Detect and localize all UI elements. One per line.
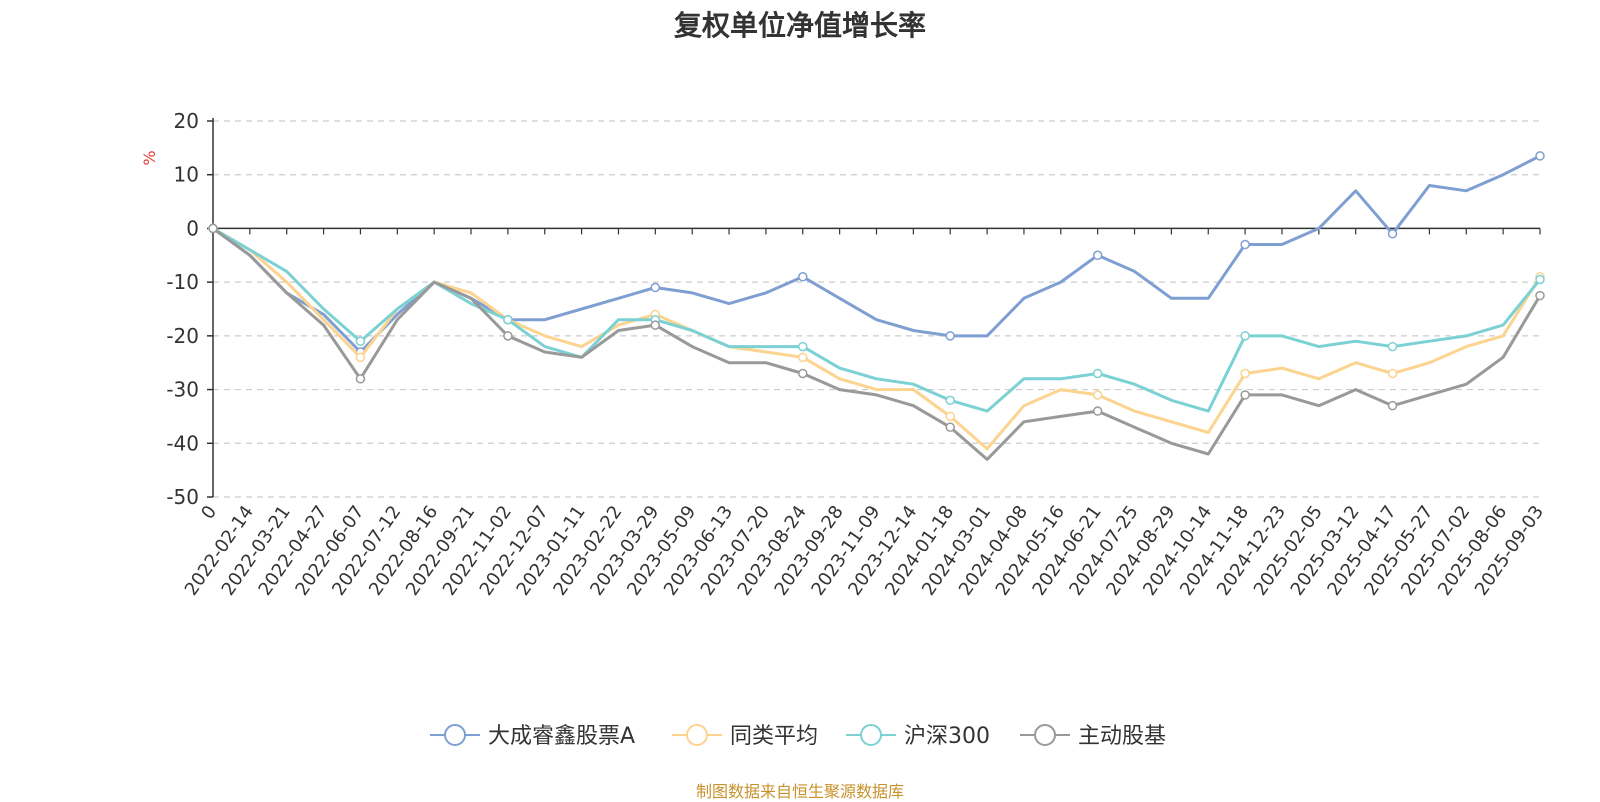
data-point bbox=[1240, 239, 1250, 250]
axis-layer: 20100-10-20-30-40-5002022-02-142022-03-2… bbox=[166, 109, 1548, 600]
legend-item[interactable]: 大成睿鑫股票A bbox=[430, 724, 635, 749]
legend-label: 大成睿鑫股票A bbox=[488, 724, 635, 749]
data-point bbox=[1387, 368, 1398, 379]
series-line bbox=[211, 226, 1542, 451]
series-layer bbox=[208, 151, 1545, 461]
data-point bbox=[503, 331, 513, 341]
series-3 bbox=[208, 223, 1545, 413]
data-point bbox=[945, 422, 955, 432]
legend-label: 主动股基 bbox=[1078, 724, 1166, 749]
series-1 bbox=[208, 151, 1545, 357]
y-tick-label: -50 bbox=[166, 485, 199, 509]
data-point bbox=[798, 341, 808, 352]
chart-title: 复权单位净值增长率 bbox=[673, 9, 926, 42]
data-point bbox=[355, 374, 366, 384]
data-point bbox=[1240, 368, 1250, 379]
data-point bbox=[945, 331, 955, 341]
data-point bbox=[208, 223, 218, 234]
legend-item[interactable]: 主动股基 bbox=[1020, 724, 1166, 749]
legend-label: 同类平均 bbox=[730, 724, 818, 749]
data-point bbox=[1240, 390, 1250, 400]
series-4 bbox=[208, 223, 1545, 461]
series-line bbox=[211, 154, 1542, 354]
data-point bbox=[1092, 406, 1103, 416]
y-tick-label: 0 bbox=[186, 216, 199, 240]
legend-marker bbox=[860, 724, 882, 746]
data-point bbox=[503, 314, 513, 325]
data-source-note: 制图数据来自恒生聚源数据库 bbox=[695, 782, 904, 801]
legend[interactable]: 大成睿鑫股票A 同类平均 沪深300 主动股基 bbox=[430, 724, 1166, 749]
data-point bbox=[1535, 274, 1545, 285]
data-point bbox=[1387, 400, 1398, 411]
series-2 bbox=[208, 223, 1545, 451]
data-point bbox=[1092, 368, 1103, 379]
data-point bbox=[1535, 290, 1545, 301]
legend-marker bbox=[686, 724, 708, 746]
y-tick-label: 10 bbox=[174, 163, 199, 187]
legend-marker bbox=[444, 724, 466, 746]
data-point bbox=[1092, 390, 1103, 400]
x-tick-label: 0 bbox=[197, 502, 221, 523]
y-tick-label: -10 bbox=[166, 270, 199, 294]
y-tick-label: -20 bbox=[166, 324, 199, 348]
data-point bbox=[945, 395, 955, 406]
y-axis-label: % bbox=[140, 150, 159, 165]
data-point bbox=[798, 368, 808, 379]
data-point bbox=[945, 411, 955, 422]
data-point bbox=[1092, 250, 1103, 261]
grid-layer bbox=[213, 120, 1540, 498]
series-line bbox=[211, 226, 1542, 461]
legend-item[interactable]: 沪深300 bbox=[846, 724, 990, 749]
data-point bbox=[1387, 341, 1398, 352]
data-point bbox=[355, 352, 366, 363]
y-tick-label: 20 bbox=[174, 109, 199, 133]
data-point bbox=[355, 336, 366, 346]
data-point bbox=[650, 282, 661, 293]
data-point bbox=[1240, 331, 1250, 341]
data-point bbox=[1387, 229, 1398, 239]
legend-item[interactable]: 同类平均 bbox=[672, 724, 818, 749]
legend-marker bbox=[1034, 724, 1056, 746]
data-point bbox=[1535, 151, 1545, 161]
data-point bbox=[798, 272, 808, 282]
data-point bbox=[798, 352, 808, 363]
y-tick-label: -30 bbox=[166, 378, 199, 402]
y-tick-label: -40 bbox=[166, 431, 199, 455]
legend-label: 沪深300 bbox=[904, 724, 990, 749]
data-point bbox=[650, 320, 661, 330]
